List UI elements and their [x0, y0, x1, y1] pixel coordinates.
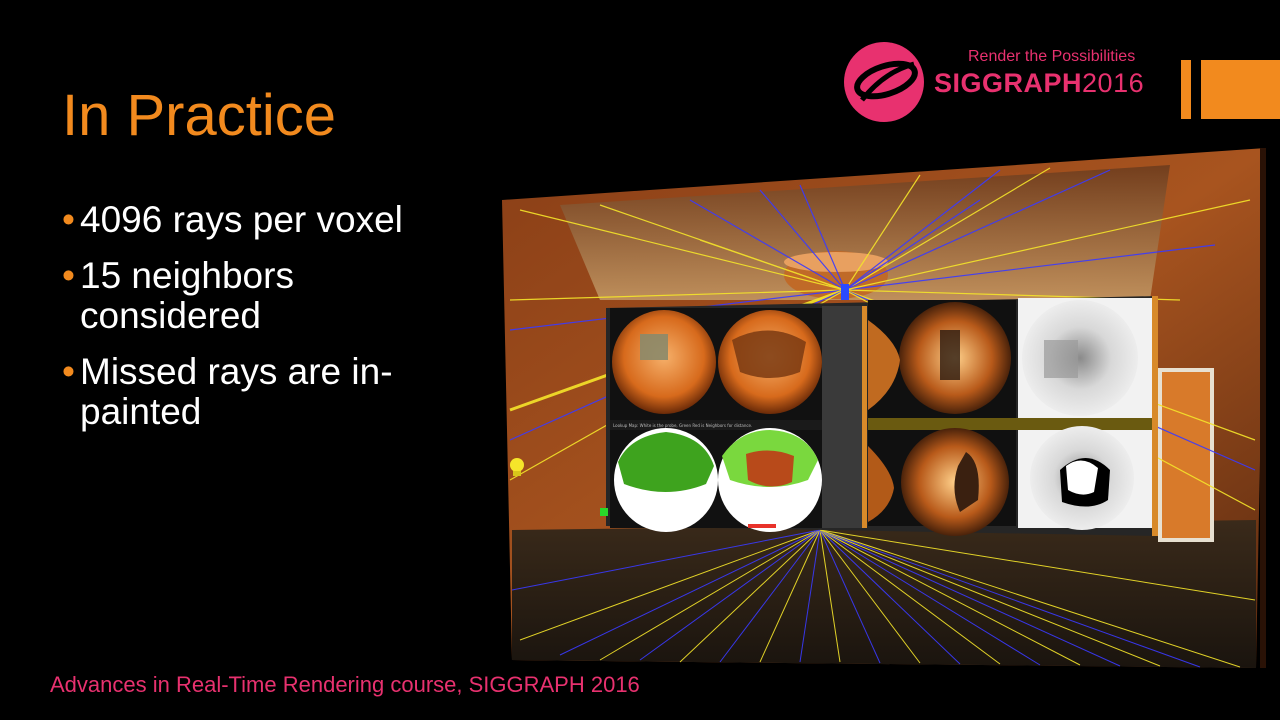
- bullet-list: • 4096 rays per voxel • 15 neighbors consi…: [62, 200, 482, 448]
- logo-brand-name: SIGGRAPH: [934, 68, 1083, 98]
- bullet-dot: •: [62, 351, 75, 392]
- accent-bar-thin: [1181, 60, 1191, 119]
- debug-panel: Lookup Map: White is the probe, Green Re…: [606, 296, 1158, 536]
- logo-tagline: Render the Possibilities: [968, 48, 1136, 65]
- lightbulb-icon: [510, 458, 524, 476]
- bullet-text: 4096 rays per voxel: [80, 199, 403, 240]
- bullet-item: • 4096 rays per voxel: [62, 200, 482, 240]
- logo-year: 2016: [1082, 68, 1145, 98]
- logo-brand: SIGGRAPH2016: [934, 68, 1144, 99]
- accent-bar-thick: [1201, 60, 1280, 119]
- bullet-text: 15 neighbors considered: [80, 255, 294, 336]
- slide-title: In Practice: [62, 83, 336, 148]
- bullet-dot: •: [62, 255, 75, 296]
- siggraph-logo: Render the Possibilities SIGGRAPH2016: [844, 42, 1164, 124]
- bullet-dot: •: [62, 199, 75, 240]
- bullet-item: • Missed rays are in-painted: [62, 352, 482, 432]
- siggraph-swirl-icon: [844, 42, 924, 122]
- bullet-item: • 15 neighbors considered: [62, 256, 482, 336]
- bullet-text: Missed rays are in-painted: [80, 351, 393, 432]
- footer-credit: Advances in Real-Time Rendering course, …: [50, 672, 640, 697]
- panel-caption: Lookup Map: White is the probe, Green Re…: [613, 423, 752, 428]
